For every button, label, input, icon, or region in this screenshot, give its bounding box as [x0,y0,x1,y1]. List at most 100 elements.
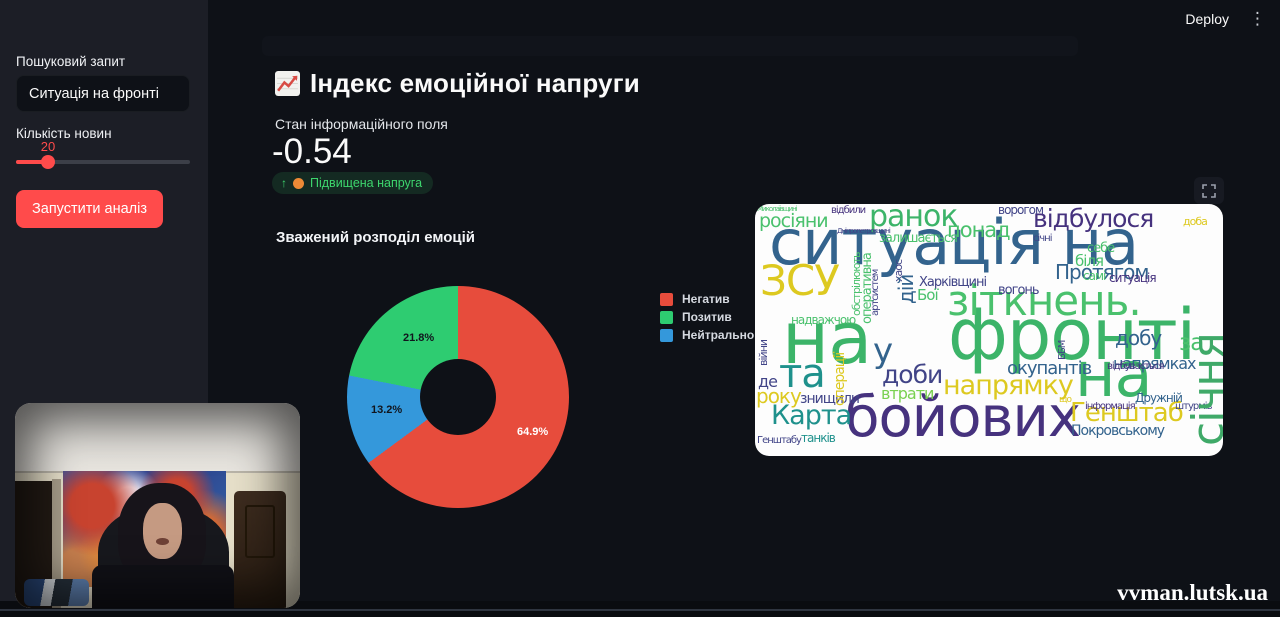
wordcloud-word: Карта [771,400,852,431]
wordcloud-word: відбулося [1033,204,1154,233]
wordcloud-word: надважчою [791,313,856,327]
wordcloud-word: знищили [800,391,860,407]
webcam-ceiling [15,403,300,473]
wordcloud-word: ранок [869,204,959,234]
fullscreen-icon [1202,183,1216,198]
webcam-person-torso [91,564,235,608]
run-analysis-button[interactable]: Запустити аналіз [16,190,163,228]
news-count-slider[interactable] [16,155,190,169]
wordcloud-word: понад [947,218,1011,242]
wordcloud-word: Покровському [1071,423,1165,439]
wordcloud-word: відбувається [1107,361,1164,372]
wordcloud-word: січні [1033,233,1052,244]
webcam-person-mouth [156,538,169,546]
emotion-distribution-title: Зважений розподіл емоцій [276,229,476,246]
legend-item: Нейтрально [660,328,754,342]
wordcloud-word: інформація [1085,401,1136,412]
search-input-value: Ситуація на фронті [29,85,159,102]
arrow-up-icon: ↑ [281,176,287,190]
wordcloud-word: на [1075,338,1153,411]
page-title: Індекс емоційної напруги [275,68,640,99]
wordcloud-word: ЗСУ [760,256,840,305]
pie-value-label: 64.9% [517,426,549,438]
slider-fill [16,160,48,164]
wordcloud-word: що [1059,395,1072,405]
wordcloud-word: добу [1115,326,1162,350]
wordcloud-word: Протягом [1055,260,1149,284]
wordcloud-word: доби [882,360,943,389]
webcam-door [234,491,286,608]
slider-value: 20 [40,139,56,154]
wordcloud-word: напрямках [1113,354,1197,373]
deploy-button[interactable]: Deploy [1185,10,1229,27]
webcam-overlay [15,403,300,608]
tension-status-badge: ↑ Підвищена напруга [272,172,434,194]
wordcloud-word: війни [757,339,770,366]
wordcloud-word: Харківщині [919,275,987,290]
emotion-donut-chart: 64.9% 21.8% 13.2% [347,286,569,508]
wordcloud-word: де [758,372,778,391]
top-decoration-band [262,36,1078,56]
wordcloud-word: ББМ [1057,340,1068,360]
pie-value-label: 21.8% [403,332,435,344]
pie-value-label: 13.2% [371,404,403,416]
page-title-text: Індекс емоційної напруги [310,68,640,98]
wordcloud-word: та [779,351,826,397]
legend-swatch [660,328,673,342]
badge-text: Підвищена напруга [310,176,423,190]
orange-circle-icon [293,177,304,189]
chart-increasing-icon [275,71,300,96]
search-input[interactable]: Ситуація на фронті [16,75,190,112]
wordcloud-word: ситуація [1109,271,1157,285]
wordcloud-word: самі [1083,269,1106,283]
webcam-doorframe [52,478,61,608]
legend-swatch [660,292,673,306]
legend-item: Позитив [660,310,754,324]
watermark: vvman.lutsk.ua [1117,580,1268,605]
wordcloud-word: окупантів [1007,358,1092,379]
legend-label: Позитив [682,310,732,324]
wordcloud-word: біля [1075,252,1104,270]
wordcloud-word: напрямку [943,370,1074,401]
wordcloud-word: зіткнень. [947,276,1142,325]
bottom-divider-line [0,609,1280,611]
wordcloud-word: Бої [917,286,939,304]
wordcloud-word: вогонь [998,283,1040,298]
wordcloud-word: фронті [948,294,1196,376]
legend-swatch [660,310,673,324]
chart-legend: Негатив Позитив Нейтрально [660,292,754,342]
donut-hole [420,359,496,435]
wordcloud-image: ситуація на на фронті бойових зіткнень. ЗСУ на… [755,204,1223,456]
wordcloud-word: танків [801,431,836,445]
wordcloud-word: себе [1087,241,1115,256]
wordcloud-word: штурмів [1175,401,1212,412]
wordcloud-word: Миколаївщині [757,205,798,213]
wordcloud-word: ситуація на [769,206,1139,279]
wordcloud-word: відбили [831,205,866,216]
wordcloud-word: Генштабу [757,435,802,446]
search-label: Пошуковий запит [16,54,126,69]
webcam-clothes-pile [23,579,90,606]
kebab-menu-icon[interactable]: ⋮ [1249,9,1266,28]
wordcloud-word: втрати [881,384,934,403]
wordcloud-word: січня [1183,333,1223,446]
wordcloud-word: залишається [879,231,958,246]
legend-label: Негатив [682,292,730,306]
slider-handle[interactable] [41,155,55,169]
wordcloud-word: дій [894,274,918,304]
wordcloud-word: ворогом [998,204,1044,217]
metric-label: Стан інформаційного поля [275,116,448,132]
wordcloud-word: доба [1183,215,1208,228]
fullscreen-button[interactable] [1194,177,1224,204]
wordcloud-word: на [782,296,872,380]
wordcloud-word: артсистем [870,269,881,316]
wordcloud-word: Дружній [1135,391,1183,405]
webcam-vignette [15,403,300,608]
wordcloud-word: бойових [845,385,1081,450]
wordcloud-word: росіяни [759,210,829,232]
wordcloud-word: операції [832,352,848,406]
legend-label: Нейтрально [682,328,755,342]
wordcloud-word: року [756,384,802,408]
metric-value: -0.54 [272,132,352,171]
